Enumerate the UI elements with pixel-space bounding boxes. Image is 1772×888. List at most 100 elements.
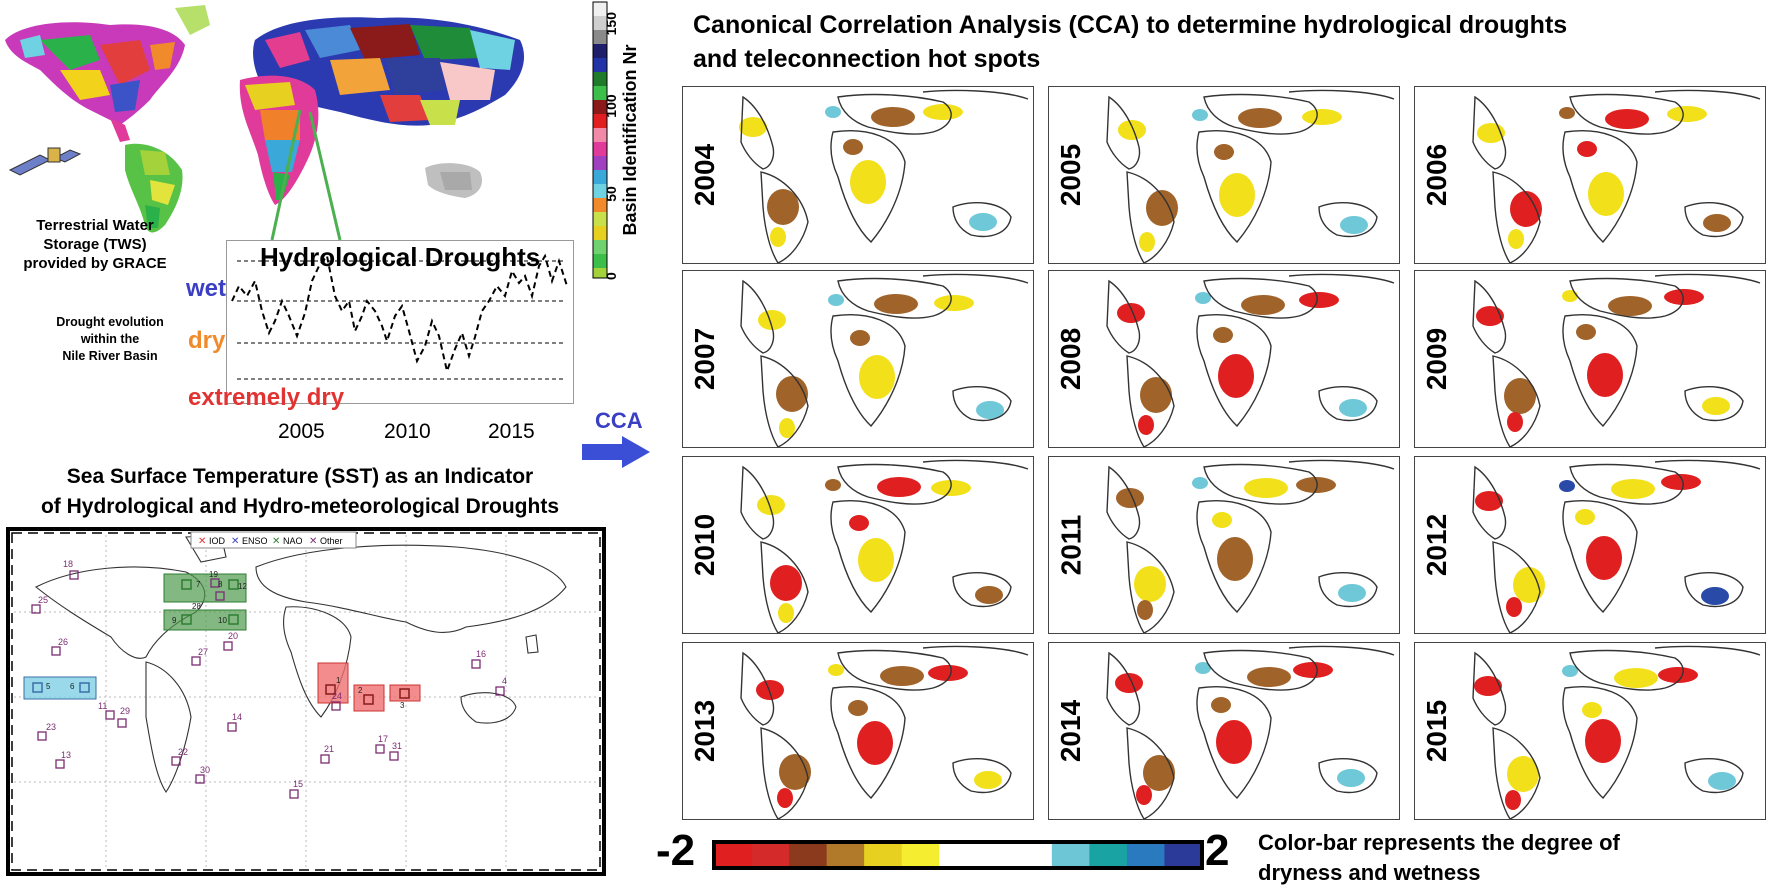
colorbar-cell	[976, 842, 1015, 868]
nile-label-line: Drought evolution	[56, 315, 164, 329]
cca-panel-2004: 2004	[682, 86, 1034, 264]
colorbar-cell	[1126, 842, 1165, 868]
sst-number: 10	[218, 616, 227, 625]
colorbar-cell	[826, 842, 865, 868]
sst-number: 22	[178, 747, 188, 757]
panel-year-text: 2005	[1055, 143, 1087, 207]
panel-year-label: 2004	[685, 87, 725, 263]
colorbar-caption-line: Color-bar represents the degree of	[1258, 830, 1620, 855]
nile-label-line: within the	[80, 332, 140, 346]
cca-arrow-label: CCA	[595, 408, 643, 433]
sst-number: 25	[38, 595, 48, 605]
cca-panel-2006: 2006	[1414, 86, 1766, 264]
panel-year-label: 2015	[1417, 643, 1457, 819]
cca-panel-map	[1472, 89, 1761, 263]
sst-number: 15	[293, 779, 303, 789]
sst-number: 5	[46, 682, 51, 691]
basin-colorbar-tick: 100	[603, 94, 619, 118]
panel-year-text: 2010	[689, 513, 721, 577]
panel-year-label: 2013	[685, 643, 725, 819]
sst-indicator-map: ✕ IOD ✕ ENSO ✕ NAO ✕ Other	[6, 527, 606, 876]
dryness-wetness-colorbar	[712, 840, 1204, 870]
sst-number: 24	[332, 691, 342, 701]
colorbar-cell	[714, 842, 753, 868]
panel-year-text: 2012	[1421, 513, 1453, 577]
sst-number: 29	[120, 706, 130, 716]
svg-text:✕: ✕	[309, 536, 317, 547]
legend-label-other: Other	[320, 536, 343, 546]
svg-text:✕: ✕	[198, 536, 206, 547]
sst-number: 21	[324, 744, 334, 754]
cca-panel-map	[739, 89, 1029, 263]
sst-number: 2	[358, 686, 363, 695]
colorbar-cell	[1051, 842, 1090, 868]
panel-year-label: 2012	[1417, 457, 1457, 633]
panel-year-text: 2014	[1055, 699, 1087, 763]
colorbar-cell	[864, 842, 903, 868]
sst-number: 19	[209, 570, 218, 579]
colorbar-cell	[751, 842, 790, 868]
basin-colorbar-tick: 0	[603, 272, 619, 280]
drought-timeseries-plot	[231, 253, 568, 380]
timeseries-tick: 2015	[488, 420, 535, 443]
colorbar-caption: Color-bar represents the degree of dryne…	[1258, 828, 1620, 888]
panel-year-label: 2011	[1051, 457, 1091, 633]
cca-panel-map	[1106, 89, 1395, 263]
panel-year-text: 2015	[1421, 699, 1453, 763]
panel-year-text: 2009	[1421, 327, 1453, 391]
panel-year-text: 2013	[689, 699, 721, 763]
cca-panel-2010: 2010	[682, 456, 1034, 634]
basin-colorbar-tick: 150	[603, 12, 619, 36]
cca-panel-map	[740, 645, 1029, 819]
legend-label-nao: NAO	[283, 536, 303, 546]
nile-drought-label: Drought evolution within the Nile River …	[40, 314, 180, 365]
level-extremely-dry-label: extremely dry	[188, 384, 345, 411]
sst-number: 14	[232, 712, 242, 722]
svg-text:✕: ✕	[231, 536, 239, 547]
cca-panel-map	[1106, 273, 1395, 447]
sst-number: 26	[58, 637, 68, 647]
sst-number: 7	[196, 580, 201, 589]
cca-panel-2012: 2012	[1414, 456, 1766, 634]
legend-label-enso: ENSO	[242, 536, 268, 546]
world-basins-map	[5, 5, 525, 240]
cca-panel-2009: 2009	[1414, 270, 1766, 448]
basin-colorbar-tick: 50	[603, 186, 619, 202]
sst-number: 11	[98, 701, 107, 711]
cca-title-line: Canonical Correlation Analysis (CCA) to …	[693, 11, 1568, 39]
sst-number: 6	[70, 682, 75, 691]
panel-year-text: 2006	[1421, 143, 1453, 207]
arrow-right-icon	[582, 436, 650, 468]
sst-number: 4	[502, 676, 507, 686]
panel-year-label: 2007	[685, 271, 725, 447]
sst-number: 3	[400, 701, 405, 710]
sst-title: Sea Surface Temperature (SST) as an Indi…	[0, 462, 600, 522]
sst-number: 13	[61, 750, 71, 760]
colorbar-max: 2	[1205, 826, 1230, 875]
sst-title-line: of Hydrological and Hydro-meteorological…	[40, 495, 560, 518]
sst-number: 27	[198, 647, 208, 657]
sst-number: 9	[172, 616, 177, 625]
cca-panel-map	[1106, 459, 1395, 633]
tws-label-line: Terrestrial Water	[36, 217, 154, 234]
basin-colorbar-strip	[592, 1, 608, 279]
cca-panel-map	[1472, 273, 1761, 447]
timeseries-title: Hydrological Droughts	[260, 242, 541, 272]
panel-year-label: 2014	[1051, 643, 1091, 819]
panel-year-label: 2009	[1417, 271, 1457, 447]
sst-number: 12	[238, 582, 247, 591]
sst-title-line: Sea Surface Temperature (SST) as an Indi…	[66, 465, 534, 488]
cca-panel-map	[1472, 645, 1761, 819]
sst-number: 1	[336, 676, 341, 685]
cca-panel-map	[1106, 645, 1395, 819]
timeseries-tick: 2010	[384, 420, 431, 443]
level-wet-label: wet	[186, 275, 227, 302]
panel-year-label: 2006	[1417, 87, 1457, 263]
tws-label-line: provided by GRACE	[23, 255, 167, 272]
colorbar-caption-line: dryness and wetness	[1258, 860, 1481, 885]
panel-year-label: 2008	[1051, 271, 1091, 447]
cca-panel-2008: 2008	[1048, 270, 1400, 448]
tws-label-line: Storage (TWS)	[43, 236, 147, 253]
panel-year-label: 2010	[685, 457, 725, 633]
colorbar-cell	[789, 842, 828, 868]
